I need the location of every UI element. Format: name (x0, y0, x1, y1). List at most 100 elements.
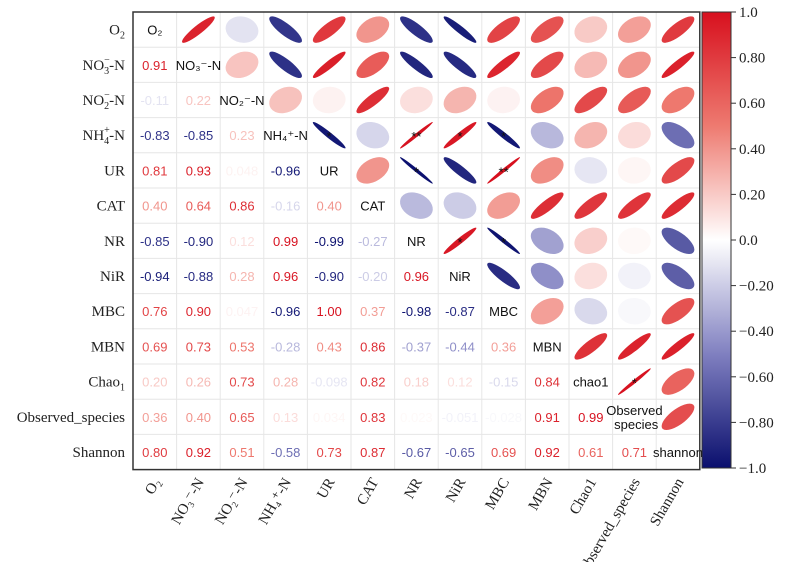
correlation-value: -0.94 (140, 269, 170, 284)
correlation-ellipse (182, 16, 215, 43)
correlation-ellipse (574, 51, 608, 79)
correlation-value: -0.098 (311, 375, 348, 390)
colorbar-tick-label: −0.20 (739, 279, 774, 295)
significance-mark: * (414, 164, 419, 179)
correlation-ellipse (574, 86, 608, 114)
diagonal-label: O₂ (147, 23, 162, 38)
correlation-ellipse (618, 333, 651, 360)
correlation-ellipse (574, 16, 608, 43)
correlation-ellipse (661, 121, 695, 149)
colorbar-bar (701, 11, 732, 469)
correlation-value: 0.87 (360, 445, 385, 460)
diagonal-label: NR (407, 234, 426, 249)
correlation-value: -0.87 (445, 304, 475, 319)
correlation-ellipse (530, 227, 564, 255)
correlation-value: 0.28 (273, 375, 298, 390)
correlation-value: -0.28 (271, 339, 301, 354)
correlation-ellipse (487, 262, 520, 290)
correlation-value: 0.91 (142, 58, 167, 73)
correlation-value: -0.83 (140, 128, 170, 143)
y-axis-label: NO3-N (83, 58, 126, 77)
correlation-ellipse (530, 16, 564, 43)
correlation-ellipse (487, 86, 520, 114)
correlation-value: 0.40 (186, 410, 211, 425)
correlation-ellipse (356, 86, 390, 114)
correlation-ellipse (443, 227, 477, 255)
correlation-ellipse (487, 227, 520, 255)
correlation-value: 0.69 (142, 339, 167, 354)
correlation-value: -0.85 (184, 128, 214, 143)
correlation-value: -0.15 (489, 375, 519, 390)
significance-mark: * (457, 235, 462, 250)
correlation-ellipse (269, 16, 302, 43)
correlation-value: 0.86 (229, 199, 254, 214)
correlation-value: -0.11 (140, 93, 169, 108)
correlation-value: 0.023 (400, 410, 433, 425)
correlation-ellipse (399, 157, 433, 184)
correlation-ellipse (530, 121, 564, 149)
correlation-value: 0.51 (229, 445, 254, 460)
y-axis-labels: O2NO3-N−NO2-N−NH4-N+URCATNRNiRMBCMBNChao… (17, 23, 126, 461)
correlation-ellipse (356, 121, 390, 149)
correlation-value: 0.22 (186, 93, 211, 108)
diagonal-label: shannon (653, 445, 703, 460)
x-axis-label: MBN (526, 475, 557, 513)
significance-mark: * (457, 129, 462, 144)
correlation-ellipse (312, 51, 346, 79)
colorbar-tick-label: −0.80 (739, 415, 774, 431)
correlation-ellipse (443, 157, 477, 184)
diagonal-label: MBC (489, 304, 518, 319)
colorbar-tick-label: −1.0 (739, 461, 766, 477)
correlation-ellipse (269, 51, 302, 79)
correlation-ellipse (487, 51, 520, 79)
correlation-ellipse (443, 51, 477, 79)
correlation-ellipse (661, 51, 695, 79)
correlation-value: 0.73 (229, 375, 254, 390)
correlation-value: 0.73 (317, 445, 342, 460)
correlation-value: 1.00 (317, 304, 342, 319)
significance-mark: ** (499, 164, 509, 179)
correlation-ellipse (443, 86, 477, 114)
correlation-ellipse (574, 192, 608, 219)
correlation-value: 0.73 (186, 339, 211, 354)
correlation-value: 0.65 (229, 410, 254, 425)
diagonal-label: MBN (533, 339, 562, 354)
x-axis-label: NH₄⁺-N (256, 475, 295, 527)
correlation-value: 0.048 (226, 163, 259, 178)
correlation-value: 0.83 (360, 410, 385, 425)
plot-frame (132, 11, 701, 471)
correlation-value: -0.98 (402, 304, 432, 319)
correlation-value: -0.96 (271, 304, 301, 319)
charge-superscript: − (104, 90, 110, 101)
correlation-ellipse (530, 51, 564, 79)
correlation-ellipse (487, 16, 520, 43)
correlation-ellipse (487, 157, 521, 184)
correlation-ellipse (618, 157, 651, 184)
correlation-value: 0.20 (142, 375, 167, 390)
correlation-value: 0.99 (578, 410, 603, 425)
correlation-value: -0.44 (445, 339, 475, 354)
correlation-value: -0.27 (358, 234, 388, 249)
correlation-ellipse (661, 403, 695, 431)
correlation-ellipse (618, 86, 651, 114)
x-axis-label: Chao1 (567, 476, 600, 518)
diagonal-label: NiR (449, 269, 471, 284)
diagonal-label: NO₂⁻-N (219, 93, 264, 108)
correlation-ellipse (574, 157, 608, 184)
correlation-value: 0.034 (313, 410, 346, 425)
y-axis-label: Chao1 (88, 375, 125, 394)
correlation-value: 0.28 (229, 269, 254, 284)
correlation-ellipse (661, 16, 695, 43)
correlation-ellipse (618, 262, 651, 290)
grid (133, 12, 700, 470)
correlation-value: 0.23 (229, 128, 254, 143)
correlation-ellipse (400, 86, 433, 114)
correlation-ellipse (661, 192, 695, 219)
correlation-value: 0.53 (229, 339, 254, 354)
correlation-value: 0.80 (142, 445, 167, 460)
correlation-ellipse (356, 157, 390, 184)
correlation-ellipse (269, 86, 302, 114)
y-axis-label: NiR (100, 269, 125, 285)
y-axis-label: UR (104, 163, 125, 179)
